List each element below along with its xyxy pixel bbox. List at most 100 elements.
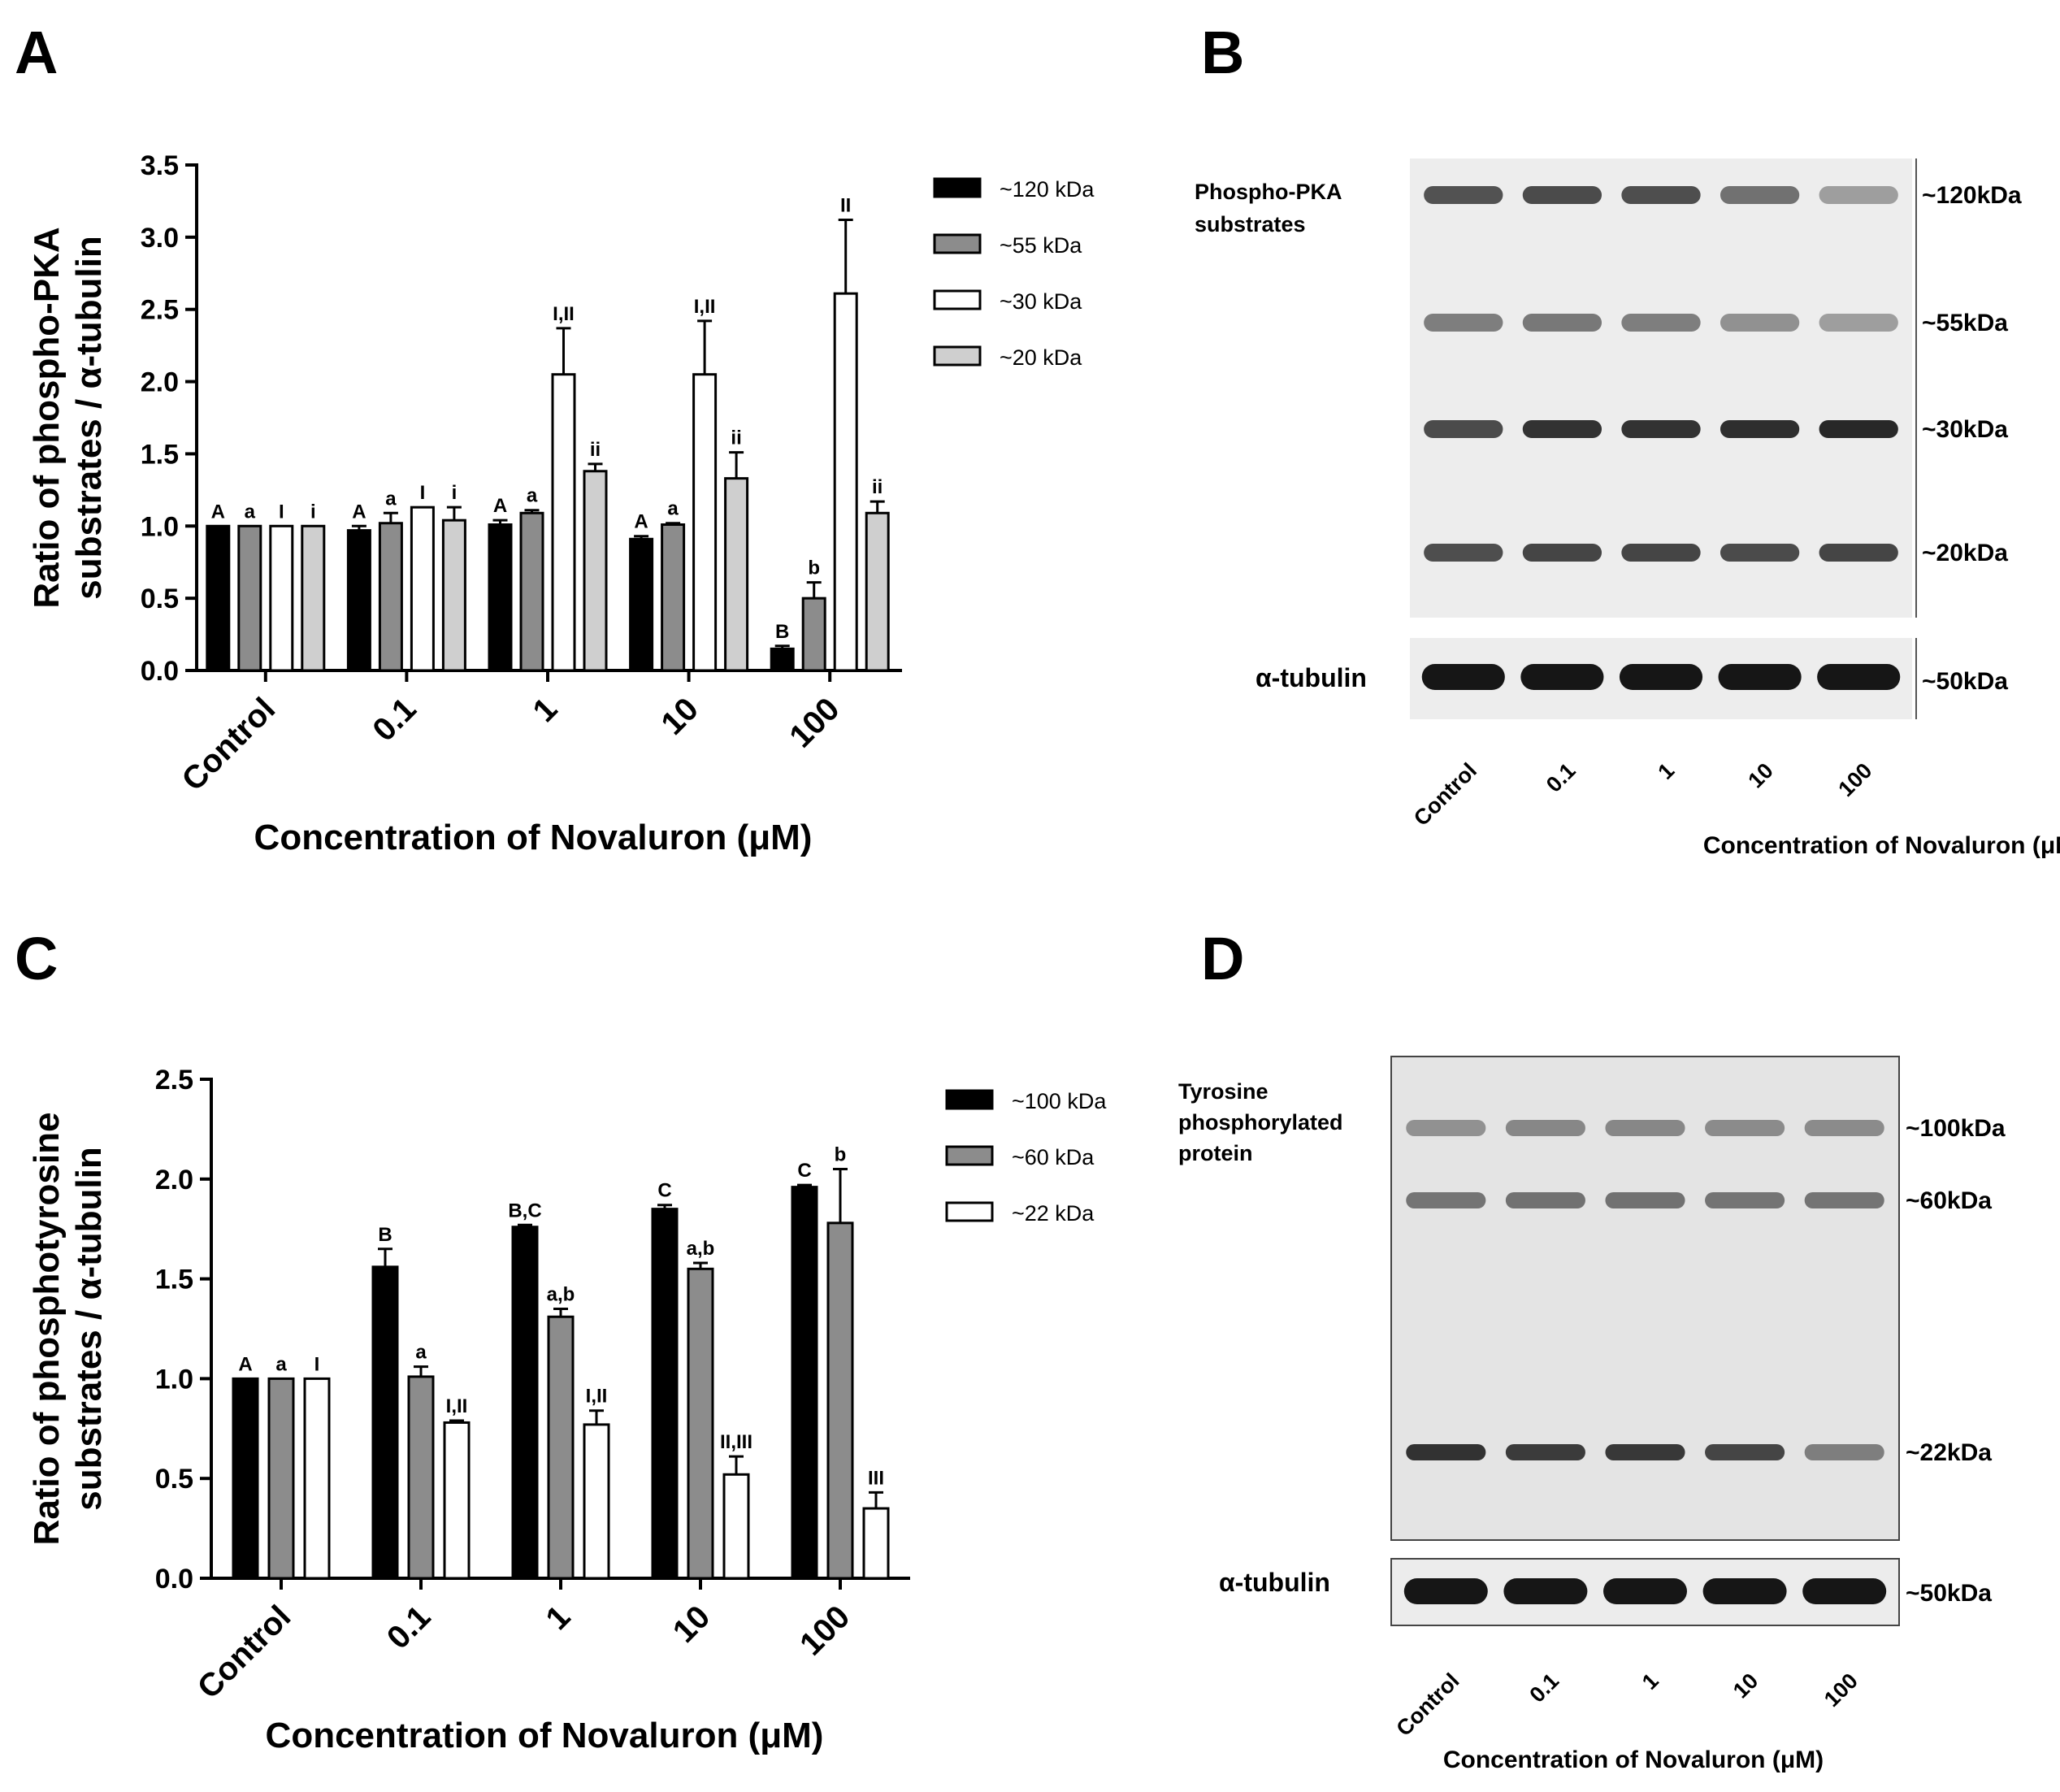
blot-d-title-line: phosphorylated <box>1178 1110 1343 1135</box>
legend-swatch <box>933 233 982 254</box>
panel-label-b: B <box>1201 19 1244 86</box>
bar <box>826 1221 854 1580</box>
y-tick-label: 1.5 <box>155 1265 193 1295</box>
band <box>1406 1120 1486 1136</box>
band <box>1621 544 1701 562</box>
significance-letter: B,C <box>508 1200 541 1221</box>
band <box>1406 1192 1486 1208</box>
legend-label: ~20 kDa <box>1000 345 1082 370</box>
band <box>1705 1192 1785 1208</box>
significance-letter: b <box>808 558 820 579</box>
significance-letter: ii <box>872 476 883 498</box>
band <box>1424 544 1503 562</box>
band-kda-label: ~120kDa <box>1922 182 2022 209</box>
y-tick-label: 1.0 <box>155 1364 193 1395</box>
blot-d-title-line: protein <box>1178 1141 1253 1165</box>
bar <box>301 524 326 672</box>
chart-a: 0.0 0.5 1.0 1.5 2.0 2.5 3.0 3.5 Ratio of phospho… <box>27 150 1095 857</box>
lane-label: 1 <box>1653 758 1679 784</box>
blot-b-title-line: substrates <box>1195 212 1306 236</box>
panel-label-c: C <box>15 925 58 992</box>
blot-b-membrane <box>1410 158 1912 618</box>
lane-label: 100 <box>1833 758 1876 801</box>
band-kda-label: ~22kDa <box>1906 1439 1992 1466</box>
x-tick-label: 1 <box>527 691 565 729</box>
y-axis-title: Ratio of phosphotyrosinesubstrates / α-t… <box>27 1113 109 1546</box>
bar <box>692 373 718 672</box>
bar <box>443 1421 471 1580</box>
bar <box>833 292 858 672</box>
blot-b-title-line: Phospho-PKA <box>1195 180 1342 204</box>
significance-letter: I <box>314 1353 320 1375</box>
y-tick-label: 1.5 <box>141 439 179 470</box>
bar <box>865 511 890 672</box>
blot-b-xlabel: Concentration of Novaluron (μM) <box>1703 832 2060 859</box>
y-tick-label: 1.0 <box>141 511 179 542</box>
band-kda-label: ~55kDa <box>1922 310 2008 336</box>
band <box>1621 186 1701 204</box>
blot-d: Tyrosine phosphorylated protein α-tubuli… <box>1178 1056 2006 1773</box>
significance-letter: II <box>840 195 851 217</box>
significance-letter: a,b <box>547 1283 575 1305</box>
bar <box>583 470 608 672</box>
band <box>1605 1192 1685 1208</box>
band <box>1720 420 1800 438</box>
y-axis-title-line: substrates / α-tubulin <box>69 1147 109 1511</box>
loading-band <box>1421 664 1505 690</box>
y-axis-title-line: Ratio of phospho-PKA <box>27 227 67 608</box>
bar <box>346 529 371 672</box>
significance-letter: I <box>279 501 284 523</box>
bar <box>724 477 749 672</box>
chart-c: 0.0 0.5 1.0 1.5 2.0 2.5 Ratio of phosphotyrosi… <box>27 1065 1107 1755</box>
significance-letter: I,II <box>694 296 716 318</box>
y-tick-label: 2.5 <box>141 295 179 326</box>
bar <box>651 1208 679 1580</box>
loading-band <box>1619 664 1703 690</box>
y-tick-label: 0.0 <box>155 1564 193 1595</box>
legend-label: ~55 kDa <box>1000 233 1082 258</box>
significance-letter: A <box>634 511 648 533</box>
band <box>1424 420 1503 438</box>
significance-letter: II,III <box>720 1431 752 1453</box>
y-tick-label: 2.0 <box>155 1165 193 1195</box>
lane-label: 10 <box>1728 1668 1763 1703</box>
significance-letter: a <box>385 488 397 510</box>
significance-letter: I,II <box>446 1395 468 1417</box>
lane-label: 100 <box>1819 1668 1863 1712</box>
x-tick-label: 10 <box>666 1599 718 1650</box>
band <box>1605 1120 1685 1136</box>
bar <box>511 1226 539 1580</box>
x-tick-label: Control <box>191 1599 298 1706</box>
y-tick-label: 2.0 <box>141 367 179 398</box>
band-kda-label: ~20kDa <box>1922 540 2008 566</box>
band <box>1605 1444 1685 1460</box>
band <box>1720 314 1800 332</box>
band-kda-label: ~60kDa <box>1906 1187 1992 1214</box>
loading-band <box>1603 1578 1687 1604</box>
legend-label: ~60 kDa <box>1012 1145 1095 1169</box>
legend-swatch <box>933 289 982 310</box>
bar <box>232 1377 259 1580</box>
band <box>1720 544 1800 562</box>
legend-swatch <box>945 1089 994 1110</box>
blot-d-loading-kda: ~50kDa <box>1906 1580 1992 1607</box>
bar <box>583 1423 610 1580</box>
bar <box>519 511 544 672</box>
bar <box>371 1265 399 1580</box>
significance-letter: i <box>310 501 316 523</box>
band <box>1522 544 1602 562</box>
lane-label: 10 <box>1743 758 1777 792</box>
significance-letter: A <box>238 1353 252 1375</box>
bar <box>303 1377 331 1580</box>
y-axis-title: Ratio of phospho-PKAsubstrates / α-tubul… <box>27 227 109 608</box>
band <box>1819 420 1898 438</box>
band <box>1804 1444 1884 1460</box>
x-tick-label: 100 <box>783 691 846 754</box>
legend-label: ~120 kDa <box>1000 177 1095 202</box>
band <box>1505 1444 1585 1460</box>
bar <box>269 524 294 672</box>
bar <box>801 597 826 672</box>
significance-letter: A <box>352 501 366 523</box>
legend-swatch <box>945 1145 994 1166</box>
